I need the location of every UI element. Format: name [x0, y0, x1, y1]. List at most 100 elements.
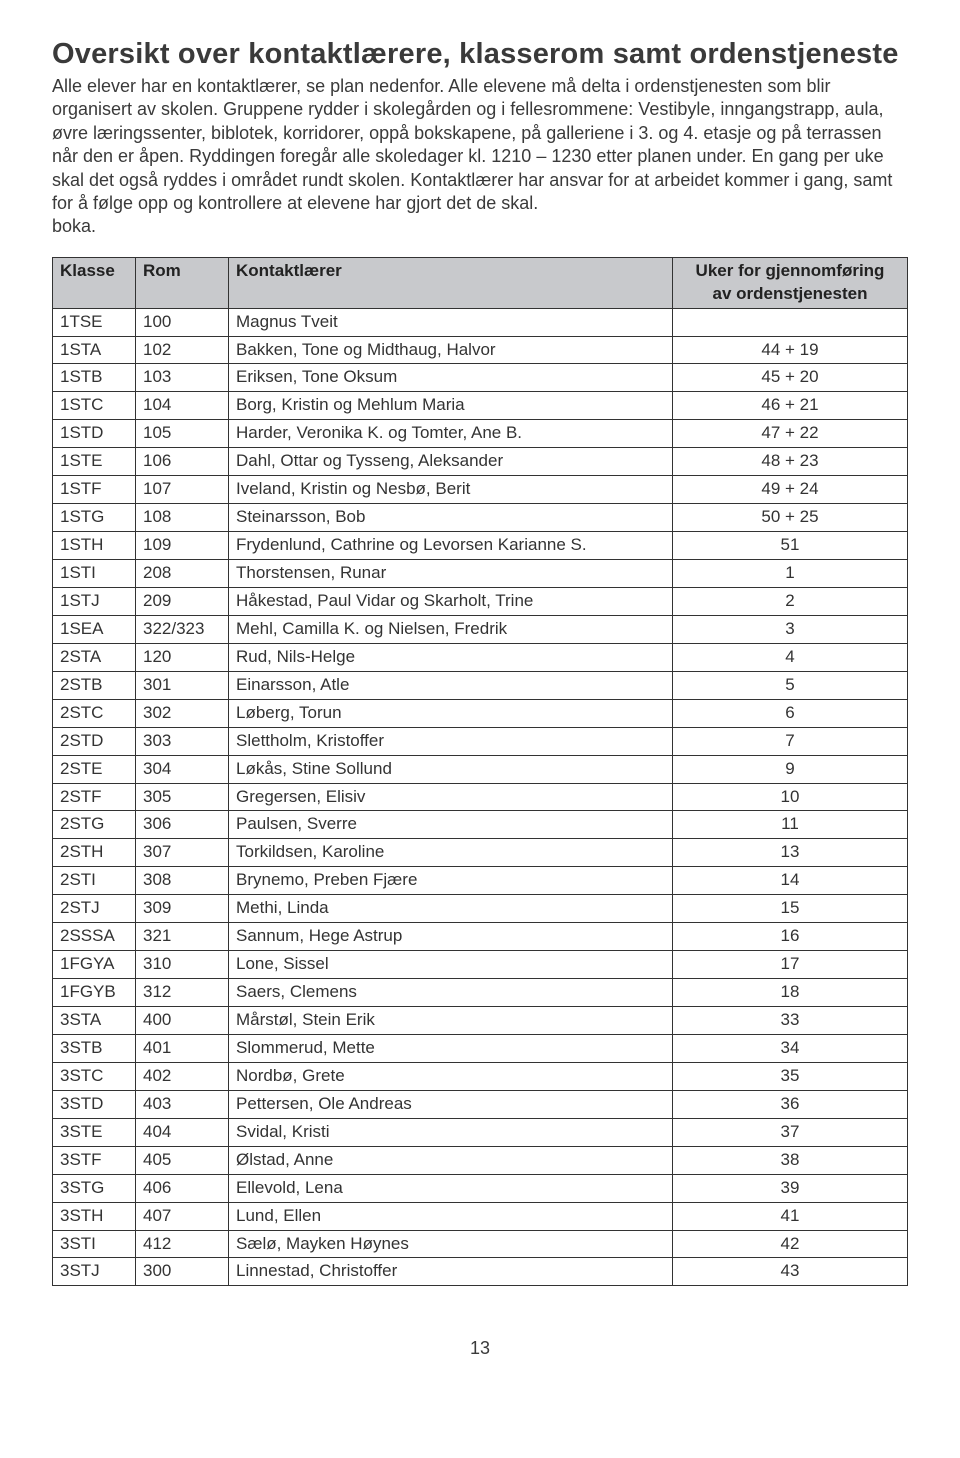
cell-uker: 3: [673, 615, 908, 643]
cell-laerer: Brynemo, Preben Fjære: [229, 867, 673, 895]
cell-uker: 47 + 22: [673, 420, 908, 448]
cell-uker: 51: [673, 532, 908, 560]
cell-laerer: Løkås, Stine Sollund: [229, 755, 673, 783]
table-row: 3STI412Sælø, Mayken Høynes42: [53, 1230, 908, 1258]
table-row: 2STG306Paulsen, Sverre11: [53, 811, 908, 839]
cell-klasse: 3STI: [53, 1230, 136, 1258]
cell-klasse: 2STC: [53, 699, 136, 727]
table-row: 2SSSA321Sannum, Hege Astrup16: [53, 923, 908, 951]
cell-rom: 406: [136, 1174, 229, 1202]
cell-klasse: 1FGYB: [53, 979, 136, 1007]
cell-klasse: 1STB: [53, 364, 136, 392]
cell-klasse: 2STI: [53, 867, 136, 895]
cell-uker: 6: [673, 699, 908, 727]
table-body: 1TSE100Magnus Tveit1STA102Bakken, Tone o…: [53, 308, 908, 1286]
cell-rom: 403: [136, 1090, 229, 1118]
cell-uker: 43: [673, 1258, 908, 1286]
cell-uker: 48 + 23: [673, 448, 908, 476]
cell-rom: 303: [136, 727, 229, 755]
cell-laerer: Thorstensen, Runar: [229, 560, 673, 588]
cell-uker: 41: [673, 1202, 908, 1230]
cell-uker: 35: [673, 1062, 908, 1090]
cell-uker: 11: [673, 811, 908, 839]
cell-rom: 302: [136, 699, 229, 727]
cell-uker: 2: [673, 587, 908, 615]
table-row: 1STG108Steinarsson, Bob50 + 25: [53, 504, 908, 532]
cell-rom: 321: [136, 923, 229, 951]
table-row: 3STB401Slommerud, Mette34: [53, 1034, 908, 1062]
intro-last: boka.: [52, 216, 96, 236]
cell-klasse: 1STF: [53, 476, 136, 504]
header-uker-line1: Uker for gjennomføring: [696, 261, 885, 280]
cell-rom: 306: [136, 811, 229, 839]
cell-uker: 18: [673, 979, 908, 1007]
header-uker-line2: av ordenstjenesten: [713, 284, 868, 303]
cell-laerer: Lone, Sissel: [229, 951, 673, 979]
table-row: 3STD403Pettersen, Ole Andreas36: [53, 1090, 908, 1118]
cell-rom: 209: [136, 587, 229, 615]
table-row: 2STB301Einarsson, Atle5: [53, 671, 908, 699]
cell-rom: 402: [136, 1062, 229, 1090]
table-row: 3STF405Ølstad, Anne38: [53, 1146, 908, 1174]
cell-rom: 407: [136, 1202, 229, 1230]
cell-uker: 16: [673, 923, 908, 951]
cell-laerer: Sælø, Mayken Høynes: [229, 1230, 673, 1258]
cell-uker: [673, 308, 908, 336]
cell-rom: 310: [136, 951, 229, 979]
table-row: 1SEA322/323Mehl, Camilla K. og Nielsen, …: [53, 615, 908, 643]
cell-uker: 37: [673, 1118, 908, 1146]
header-klasse: Klasse: [53, 257, 136, 308]
cell-uker: 50 + 25: [673, 504, 908, 532]
cell-laerer: Dahl, Ottar og Tysseng, Aleksander: [229, 448, 673, 476]
table-row: 1STH109Frydenlund, Cathrine og Levorsen …: [53, 532, 908, 560]
cell-klasse: 2STH: [53, 839, 136, 867]
table-row: 1TSE100Magnus Tveit: [53, 308, 908, 336]
cell-klasse: 1STA: [53, 336, 136, 364]
cell-klasse: 2SSSA: [53, 923, 136, 951]
table-row: 3STH407Lund, Ellen41: [53, 1202, 908, 1230]
cell-rom: 109: [136, 532, 229, 560]
cell-uker: 49 + 24: [673, 476, 908, 504]
cell-laerer: Mårstøl, Stein Erik: [229, 1007, 673, 1035]
table-row: 1FGYA310Lone, Sissel17: [53, 951, 908, 979]
cell-uker: 13: [673, 839, 908, 867]
cell-rom: 304: [136, 755, 229, 783]
cell-uker: 4: [673, 643, 908, 671]
cell-laerer: Torkildsen, Karoline: [229, 839, 673, 867]
table-row: 1STI208Thorstensen, Runar1: [53, 560, 908, 588]
cell-rom: 405: [136, 1146, 229, 1174]
cell-laerer: Løberg, Torun: [229, 699, 673, 727]
cell-rom: 102: [136, 336, 229, 364]
cell-uker: 14: [673, 867, 908, 895]
cell-uker: 45 + 20: [673, 364, 908, 392]
table-row: 3STE404Svidal, Kristi37: [53, 1118, 908, 1146]
cell-rom: 305: [136, 783, 229, 811]
cell-laerer: Mehl, Camilla K. og Nielsen, Fredrik: [229, 615, 673, 643]
cell-rom: 300: [136, 1258, 229, 1286]
cell-rom: 108: [136, 504, 229, 532]
cell-rom: 308: [136, 867, 229, 895]
header-uker: Uker for gjennomføring av ordenstjeneste…: [673, 257, 908, 308]
cell-laerer: Magnus Tveit: [229, 308, 673, 336]
cell-rom: 404: [136, 1118, 229, 1146]
cell-laerer: Ølstad, Anne: [229, 1146, 673, 1174]
cell-klasse: 1STG: [53, 504, 136, 532]
cell-klasse: 3STF: [53, 1146, 136, 1174]
cell-laerer: Slommerud, Mette: [229, 1034, 673, 1062]
cell-laerer: Bakken, Tone og Midthaug, Halvor: [229, 336, 673, 364]
table-row: 3STG406Ellevold, Lena39: [53, 1174, 908, 1202]
cell-laerer: Harder, Veronika K. og Tomter, Ane B.: [229, 420, 673, 448]
cell-rom: 105: [136, 420, 229, 448]
cell-rom: 100: [136, 308, 229, 336]
cell-laerer: Eriksen, Tone Oksum: [229, 364, 673, 392]
cell-rom: 400: [136, 1007, 229, 1035]
cell-klasse: 3STH: [53, 1202, 136, 1230]
cell-uker: 9: [673, 755, 908, 783]
table-row: 2STJ309Methi, Linda15: [53, 895, 908, 923]
cell-klasse: 3STG: [53, 1174, 136, 1202]
cell-rom: 208: [136, 560, 229, 588]
cell-klasse: 1STE: [53, 448, 136, 476]
table-row: 1STC104Borg, Kristin og Mehlum Maria46 +…: [53, 392, 908, 420]
cell-klasse: 1STH: [53, 532, 136, 560]
cell-rom: 412: [136, 1230, 229, 1258]
